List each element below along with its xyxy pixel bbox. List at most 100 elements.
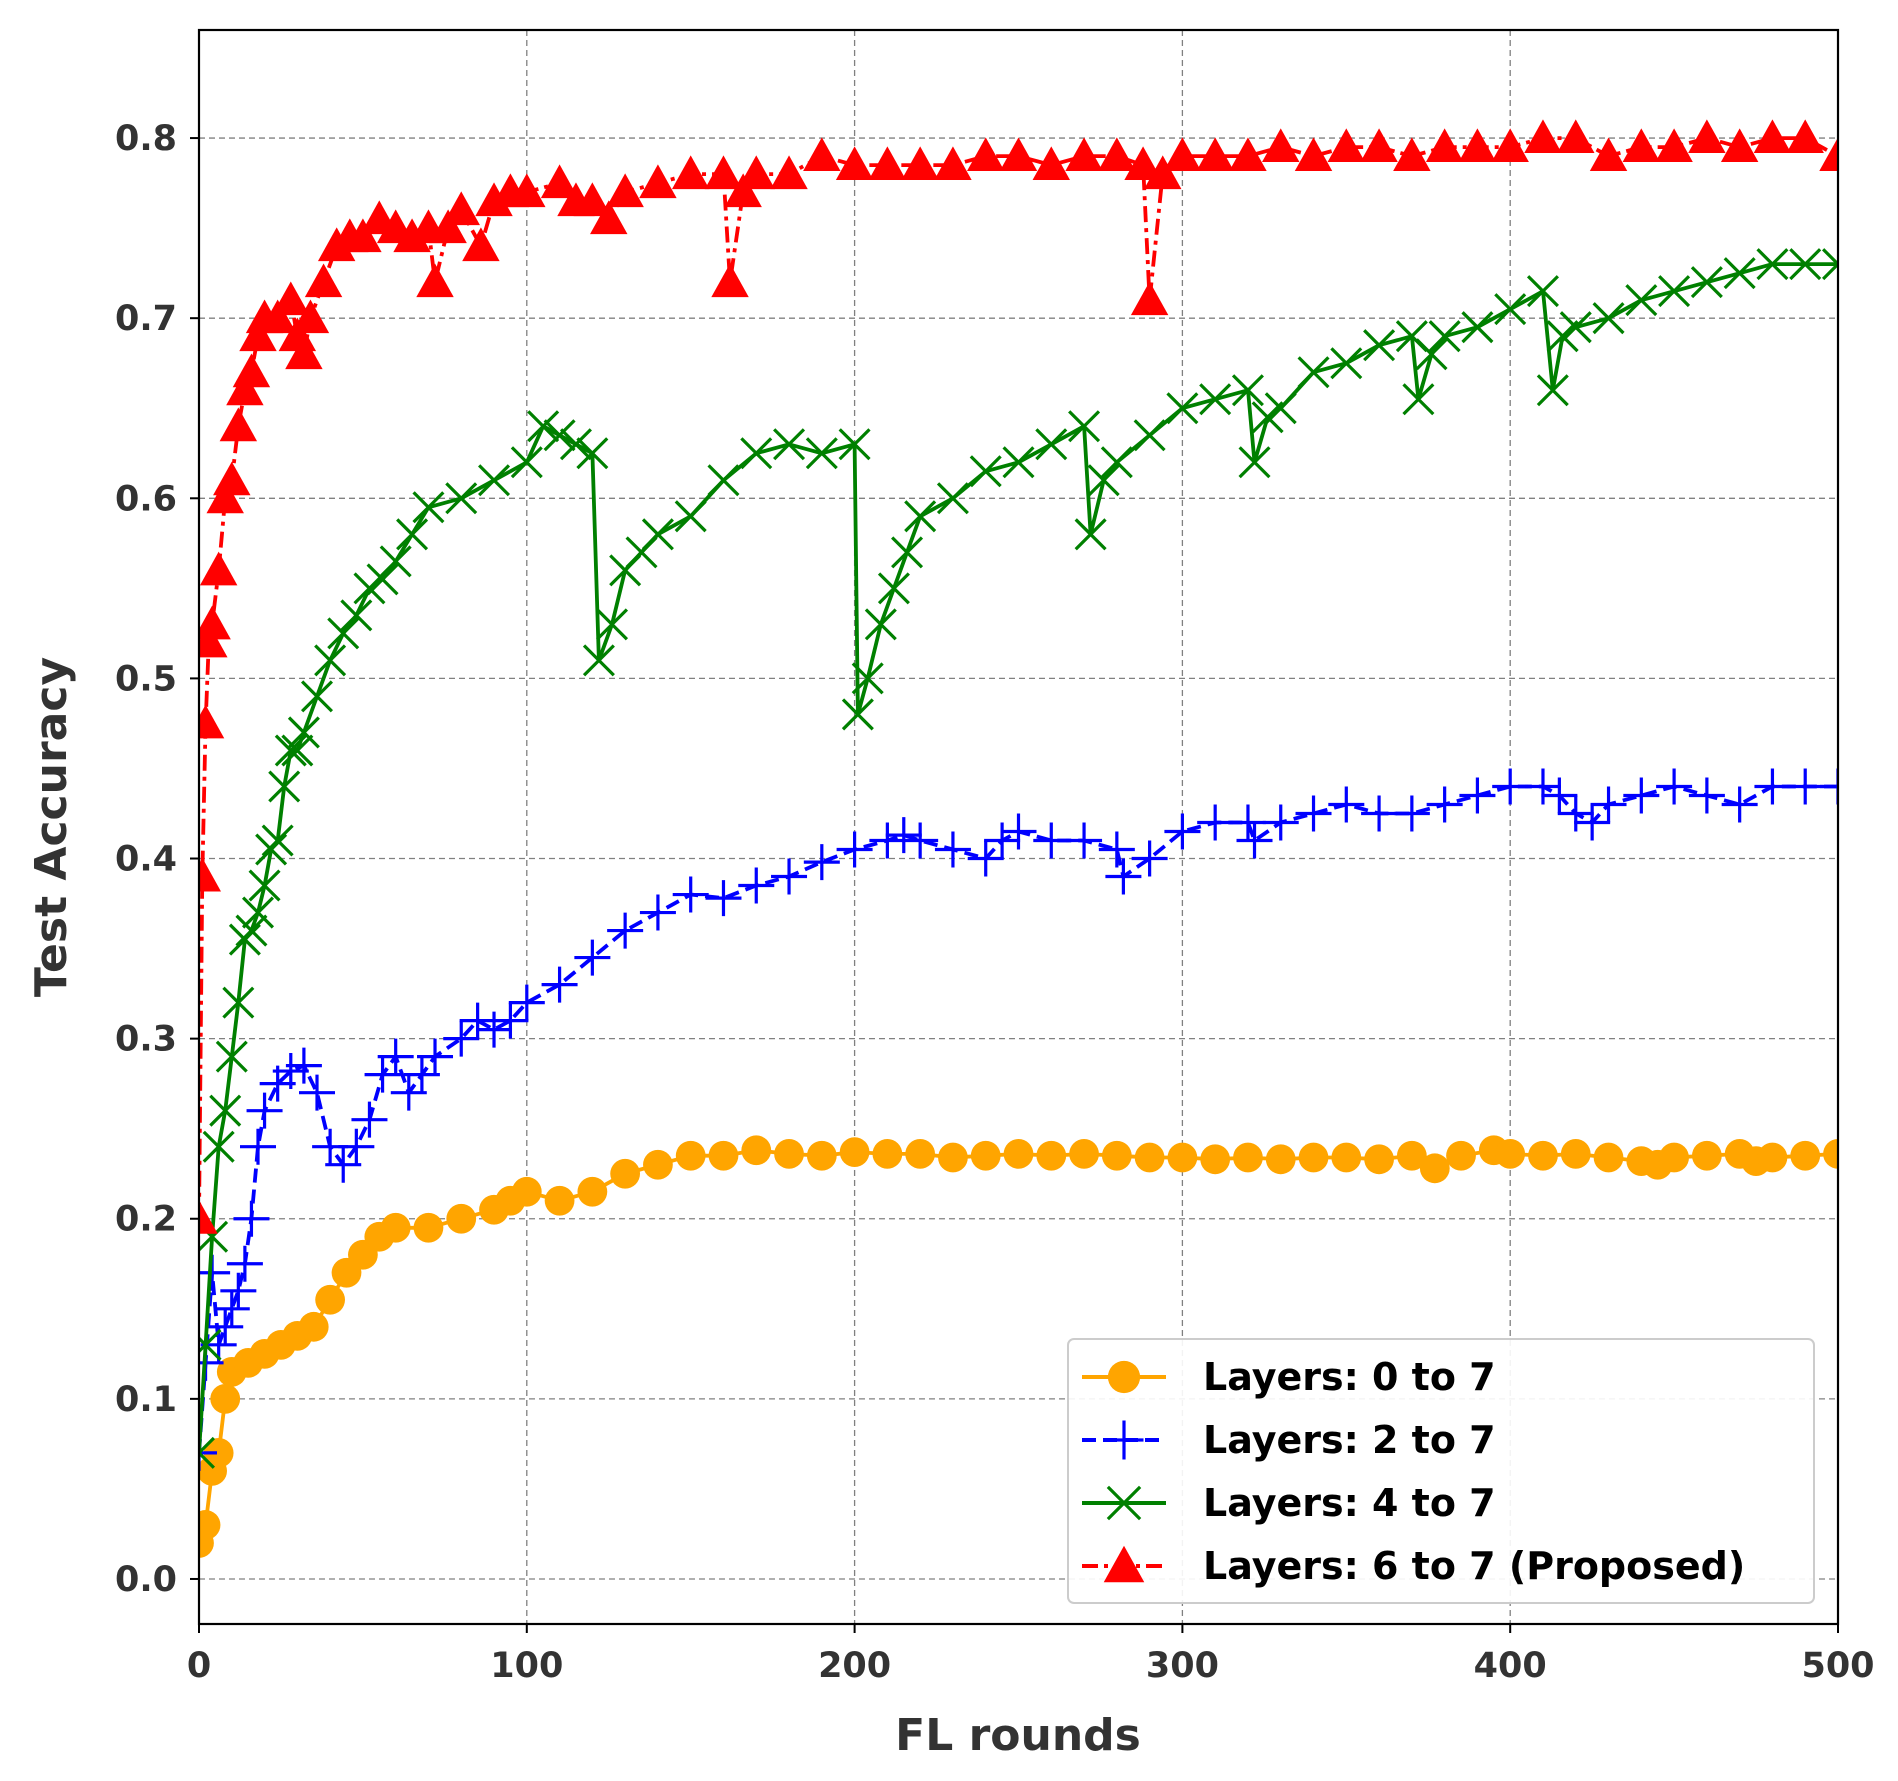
data-point bbox=[287, 716, 320, 749]
data-point bbox=[641, 518, 674, 551]
data-point bbox=[1069, 1139, 1099, 1169]
legend-label: Layers: 0 to 7 bbox=[1203, 1355, 1496, 1399]
data-point bbox=[674, 500, 707, 533]
data-point bbox=[1786, 119, 1824, 154]
data-point bbox=[639, 894, 676, 931]
legend-label: Layers: 2 to 7 bbox=[1203, 1418, 1496, 1462]
data-point bbox=[1087, 464, 1120, 497]
data-point bbox=[1200, 1144, 1231, 1175]
data-point bbox=[390, 1074, 427, 1111]
data-point bbox=[462, 227, 500, 262]
data-point bbox=[199, 1434, 217, 1471]
data-point bbox=[299, 1074, 336, 1111]
data-point bbox=[737, 155, 775, 190]
data-point bbox=[1100, 446, 1133, 479]
data-point bbox=[1546, 320, 1579, 353]
data-point bbox=[1002, 446, 1035, 479]
y-axis-label: Test Accuracy bbox=[26, 657, 77, 997]
data-point bbox=[1495, 1139, 1526, 1169]
data-point bbox=[1592, 302, 1625, 335]
data-point bbox=[838, 428, 871, 461]
data-point bbox=[805, 437, 838, 470]
data-point bbox=[476, 1011, 513, 1048]
data-point bbox=[1459, 777, 1496, 814]
data-point bbox=[1789, 248, 1822, 281]
data-point bbox=[576, 437, 609, 470]
legend-marker bbox=[1104, 1420, 1144, 1460]
data-point bbox=[1593, 1142, 1624, 1173]
y-tick-label: 0.2 bbox=[115, 1200, 177, 1240]
data-point bbox=[934, 146, 972, 181]
data-point bbox=[606, 173, 644, 208]
data-point bbox=[672, 876, 709, 913]
x-axis-label: FL rounds bbox=[895, 1710, 1141, 1761]
data-point bbox=[1557, 119, 1595, 154]
data-point bbox=[446, 1203, 477, 1234]
data-point bbox=[508, 984, 545, 1021]
data-point bbox=[300, 680, 334, 713]
data-point bbox=[984, 822, 1021, 859]
data-point bbox=[705, 880, 742, 917]
series-layer bbox=[199, 119, 1838, 1558]
series-3 bbox=[199, 248, 1838, 1469]
data-point bbox=[511, 1176, 542, 1207]
data-point bbox=[364, 1056, 401, 1093]
data-point bbox=[577, 1176, 608, 1207]
data-point bbox=[902, 822, 939, 859]
data-point bbox=[258, 299, 297, 334]
data-point bbox=[740, 437, 773, 470]
data-point bbox=[1098, 831, 1135, 868]
data-point bbox=[1623, 777, 1660, 814]
data-point bbox=[1131, 840, 1168, 877]
data-point bbox=[1656, 768, 1693, 805]
data-point bbox=[1033, 822, 1070, 859]
legend: Layers: 0 to 7 Layers: 2 to 7 Layers: 4 to… bbox=[1067, 1338, 1815, 1604]
data-point bbox=[1000, 813, 1037, 850]
data-point bbox=[1265, 1144, 1296, 1175]
data-point bbox=[1756, 248, 1789, 281]
data-point bbox=[1492, 768, 1529, 805]
data-point bbox=[1035, 428, 1068, 461]
data-point bbox=[839, 1137, 870, 1167]
x-axis: 0 100 200 300 400 500 bbox=[187, 1624, 1875, 1686]
data-point bbox=[803, 844, 840, 881]
data-point bbox=[999, 137, 1038, 172]
data-point bbox=[643, 1149, 673, 1180]
data-point bbox=[443, 1020, 480, 1057]
data-point bbox=[248, 869, 281, 902]
plot-frame bbox=[197, 28, 1840, 1626]
data-point bbox=[199, 1200, 218, 1234]
series-line bbox=[199, 1148, 1838, 1544]
data-point bbox=[1236, 822, 1273, 859]
data-point bbox=[1402, 383, 1435, 416]
data-point bbox=[416, 263, 454, 298]
data-point bbox=[1823, 1139, 1838, 1169]
data-point bbox=[934, 831, 971, 868]
data-point bbox=[255, 833, 288, 866]
x-tick-label: 200 bbox=[818, 1646, 891, 1686]
data-point bbox=[1690, 266, 1723, 299]
data-point bbox=[1328, 786, 1365, 823]
data-point bbox=[1524, 119, 1562, 154]
data-point bbox=[872, 1139, 903, 1169]
data-point bbox=[1688, 119, 1726, 154]
data-point bbox=[1295, 795, 1332, 832]
data-point bbox=[285, 335, 323, 370]
data-point bbox=[1655, 128, 1693, 163]
data-point bbox=[885, 817, 922, 854]
data-point bbox=[596, 608, 629, 641]
data-point bbox=[573, 182, 612, 217]
data-point bbox=[285, 1047, 322, 1084]
data-point bbox=[351, 1101, 388, 1138]
data-point bbox=[877, 572, 910, 605]
data-point bbox=[544, 1185, 575, 1216]
data-point bbox=[228, 923, 261, 956]
data-point bbox=[711, 263, 749, 298]
data-point bbox=[1144, 155, 1182, 190]
legend-box bbox=[1067, 1338, 1815, 1604]
data-point bbox=[1066, 822, 1103, 859]
data-point bbox=[233, 1200, 270, 1237]
legend-marker bbox=[1103, 1545, 1145, 1583]
data-point bbox=[770, 155, 808, 190]
